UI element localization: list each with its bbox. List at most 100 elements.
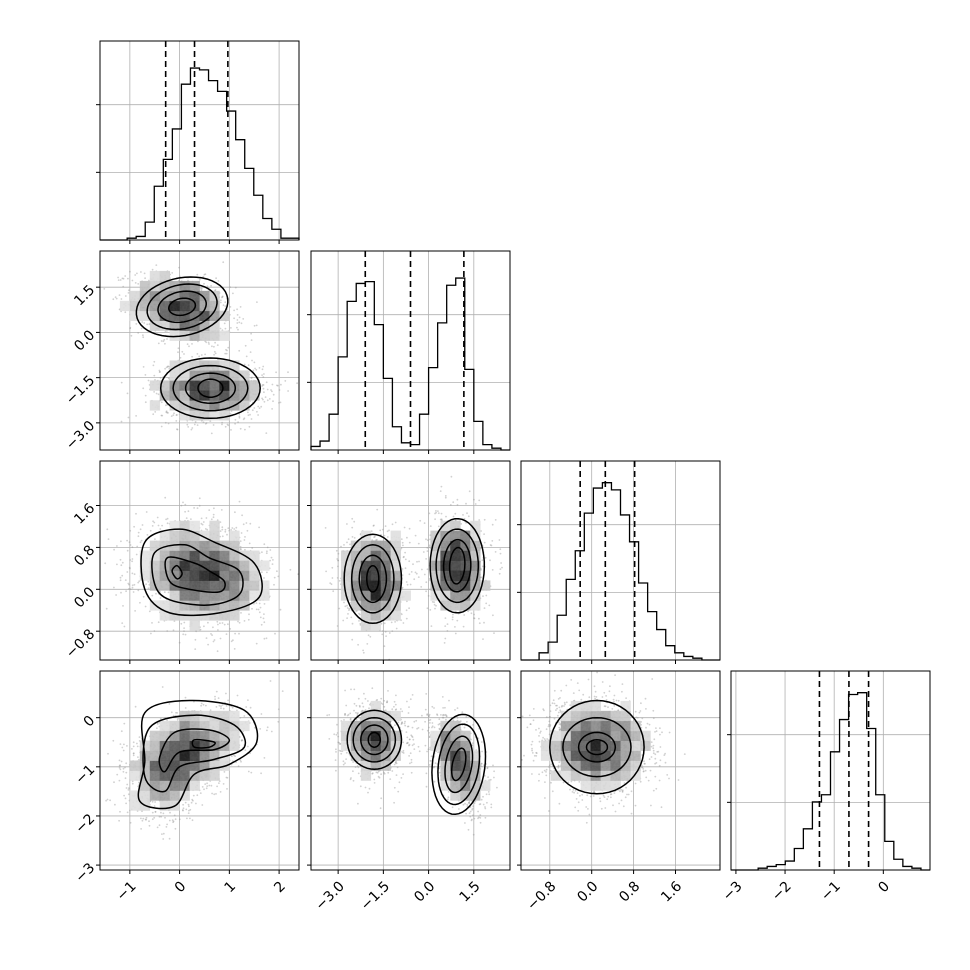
sample-point (238, 349, 241, 352)
sample-point (287, 390, 289, 392)
density-cell (179, 290, 190, 302)
sample-point (276, 384, 278, 387)
sample-point (229, 286, 232, 288)
sample-point (113, 548, 115, 551)
contour-level (135, 276, 229, 338)
sample-point (211, 634, 214, 636)
sample-point (106, 528, 109, 531)
sample-point (257, 414, 259, 416)
sample-point (137, 531, 140, 534)
sample-point (213, 507, 215, 510)
sample-point (219, 327, 222, 330)
sample-point (227, 424, 230, 427)
sample-point (166, 365, 169, 368)
density-cell (159, 380, 170, 391)
density-cell (169, 290, 180, 302)
density-cell (189, 390, 200, 401)
sample-point (129, 270, 131, 273)
sample-point (132, 591, 135, 593)
sample-point (212, 626, 214, 629)
sample-point (157, 393, 160, 396)
sample-point (249, 400, 252, 403)
sample-point (104, 562, 107, 565)
sample-point (230, 429, 232, 431)
sample-point (133, 573, 136, 576)
contour-level (172, 364, 249, 412)
sample-point (225, 348, 227, 351)
sample-point (214, 289, 217, 291)
sample-point (120, 564, 123, 567)
sample-point (166, 404, 169, 406)
sample-point (210, 633, 212, 635)
sample-point (238, 500, 241, 503)
sample-point (279, 608, 282, 611)
density-cell (199, 330, 210, 341)
sample-point (205, 422, 208, 424)
sample-point (238, 316, 241, 319)
sample-point (261, 368, 264, 371)
sample-point (122, 605, 124, 607)
sample-point (201, 523, 204, 526)
sample-point (227, 623, 229, 626)
sample-point (164, 367, 167, 370)
density-cell (209, 290, 220, 302)
density-cell (139, 310, 151, 321)
sample-point (221, 296, 224, 298)
sample-point (233, 648, 236, 650)
density-cell (149, 300, 161, 312)
sample-point (183, 353, 185, 355)
sample-point (117, 276, 119, 279)
sample-point (164, 496, 167, 499)
sample-point (229, 628, 232, 630)
sample-point (214, 341, 217, 344)
density-cell (239, 380, 250, 391)
density-cell (179, 280, 190, 292)
density-cell (149, 270, 161, 282)
sample-point (234, 511, 236, 514)
sample-point (196, 507, 199, 509)
sample-point (253, 324, 256, 327)
sample-point (226, 349, 228, 352)
sample-point (234, 632, 237, 635)
sample-point (257, 608, 260, 611)
density-cell (179, 380, 190, 391)
density-cell (229, 360, 240, 371)
contour-level (157, 290, 207, 324)
density-cell (189, 360, 200, 371)
sample-point (198, 504, 201, 507)
sample-point (236, 308, 239, 311)
sample-point (142, 387, 145, 390)
sample-point (165, 518, 168, 521)
sample-point (263, 637, 266, 640)
sample-point (163, 338, 166, 341)
histogram-panel-2 (517, 460, 721, 664)
sample-point (157, 524, 160, 527)
sample-point (133, 583, 136, 586)
density-cell (219, 400, 230, 411)
sample-point (214, 352, 217, 355)
sample-point (203, 625, 205, 628)
sample-point (167, 591, 170, 594)
panel-content (104, 496, 299, 653)
sample-point (224, 530, 227, 533)
sample-point (187, 426, 190, 428)
sample-point (191, 427, 194, 429)
sample-point (153, 391, 156, 393)
sample-point (115, 594, 117, 596)
density-cell (169, 360, 180, 371)
scatter-panel-r2-c0 (96, 460, 300, 664)
sample-point (275, 371, 277, 374)
sample-point (153, 360, 156, 363)
sample-point (178, 266, 181, 269)
sample-point (210, 284, 213, 287)
sample-point (207, 341, 210, 344)
sample-point (235, 526, 238, 529)
histogram-line (521, 482, 720, 661)
sample-point (265, 432, 268, 434)
sample-point (210, 432, 213, 435)
sample-point (142, 334, 144, 337)
sample-point (131, 546, 134, 549)
density-cell (189, 410, 200, 421)
sample-point (241, 514, 244, 517)
sample-point (137, 283, 140, 285)
